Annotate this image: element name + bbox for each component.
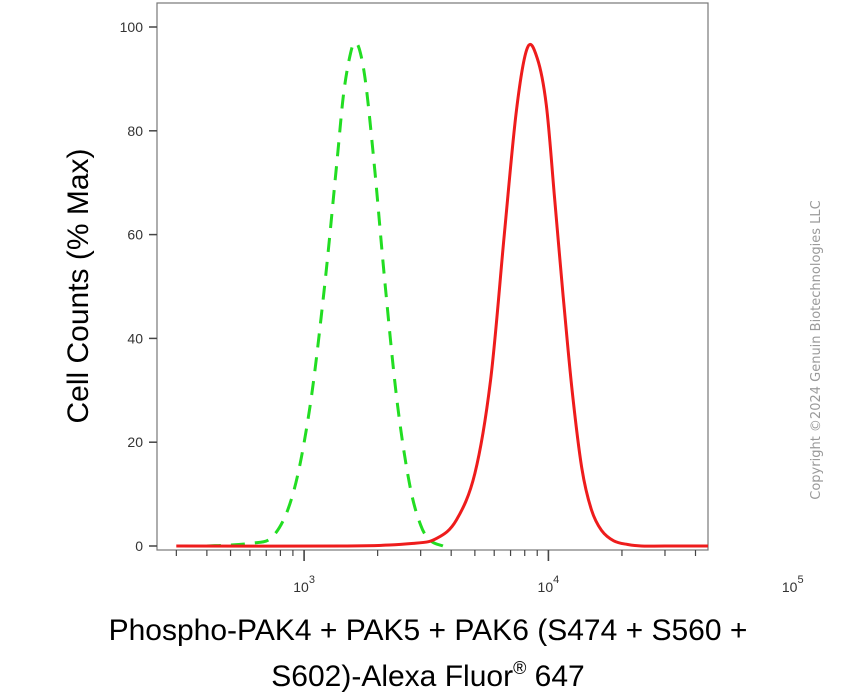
histogram-series bbox=[176, 41, 708, 548]
y-tick-label: 40 bbox=[127, 330, 143, 346]
x-tick-base: 10 bbox=[538, 579, 554, 595]
sample-series-line bbox=[176, 42, 708, 548]
registered-mark: ® bbox=[513, 658, 526, 678]
x-axis: 103 104 105 bbox=[175, 550, 804, 595]
x-tick-label: 104 bbox=[538, 574, 560, 595]
y-tick-label: 0 bbox=[135, 538, 143, 554]
x-tick-base: 10 bbox=[293, 579, 309, 595]
y-tick-label: 100 bbox=[120, 19, 144, 35]
x-axis-title-line2: S602)-Alexa Fluor® 647 bbox=[271, 658, 584, 693]
y-axis: 0 20 40 60 80 100 bbox=[120, 19, 157, 554]
control-series-line bbox=[206, 41, 444, 548]
x-tick-exponent: 5 bbox=[797, 574, 803, 586]
y-axis-title: Cell Counts (% Max) bbox=[62, 148, 95, 423]
x-tick-exponent: 3 bbox=[309, 574, 315, 586]
copyright-watermark: Copyright ©2024 Genuin Biotechnologies L… bbox=[809, 200, 824, 499]
x-axis-title-line2-main: S602)-Alexa Fluor bbox=[271, 660, 513, 693]
x-tick-base: 10 bbox=[782, 579, 798, 595]
x-axis-title-line2-suffix: 647 bbox=[526, 660, 584, 693]
x-tick-label: 105 bbox=[782, 574, 804, 595]
plot-frame bbox=[156, 2, 709, 551]
x-tick-label: 103 bbox=[293, 574, 315, 595]
y-tick-label: 80 bbox=[127, 123, 143, 139]
x-tick-exponent: 4 bbox=[553, 574, 559, 586]
y-tick-label: 60 bbox=[127, 227, 143, 243]
x-axis-title-line1: Phospho-PAK4 + PAK5 + PAK6 (S474 + S560 … bbox=[109, 614, 748, 647]
y-tick-label: 20 bbox=[127, 434, 143, 450]
